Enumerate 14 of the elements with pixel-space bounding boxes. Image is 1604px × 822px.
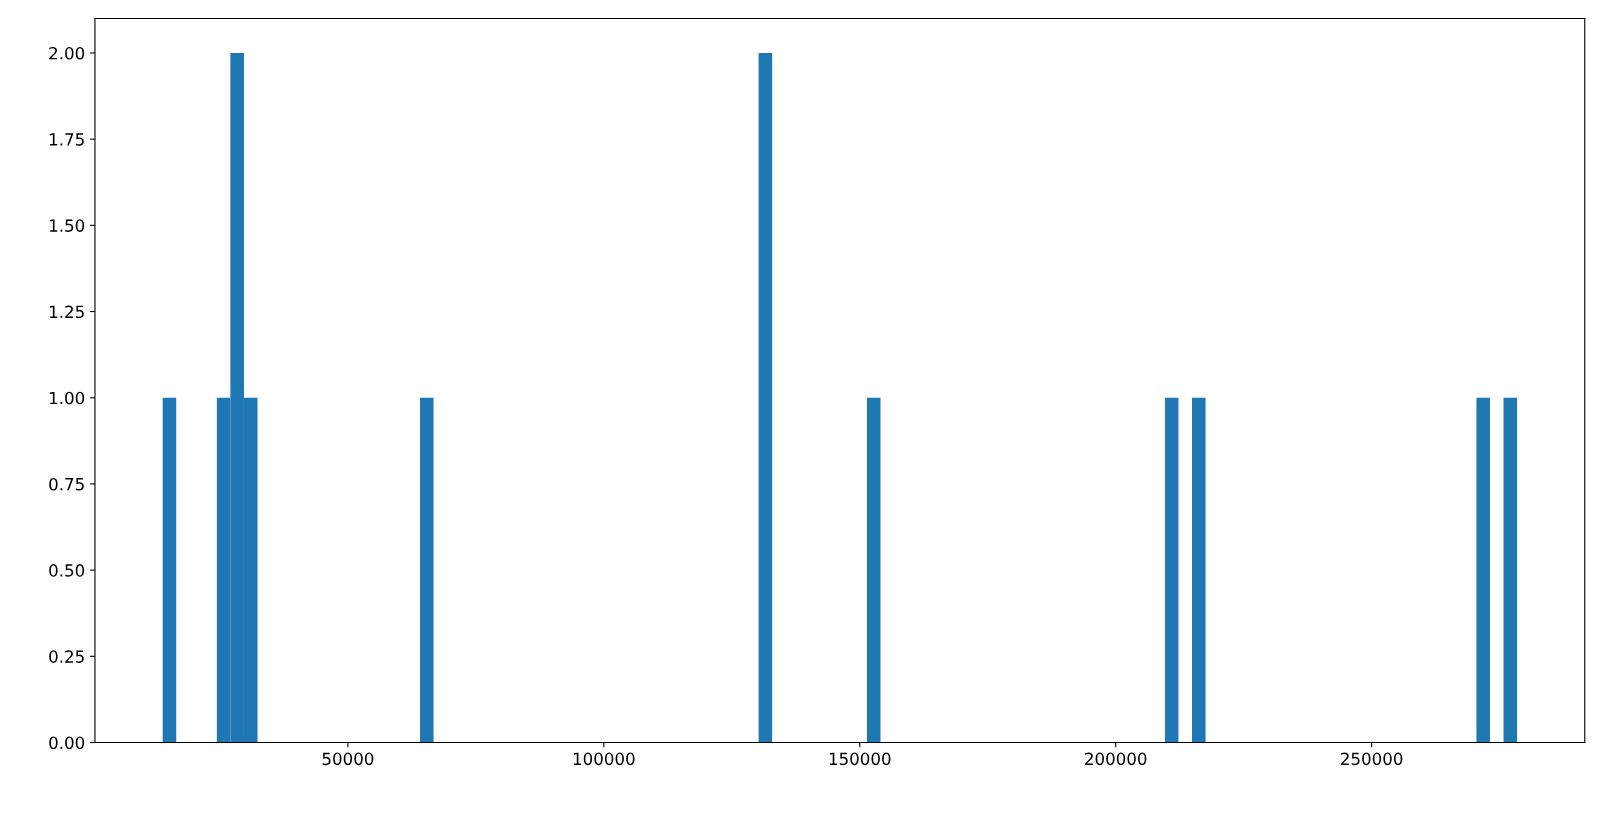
y-tick-label: 2.00 bbox=[49, 46, 85, 60]
y-tick-label: 1.25 bbox=[49, 305, 84, 319]
x-tick-label: 100000 bbox=[573, 752, 635, 766]
y-tick-label: 0.50 bbox=[49, 564, 85, 577]
y-tick-label: 0.25 bbox=[49, 650, 84, 663]
y-tick-label: 0.00 bbox=[49, 736, 85, 750]
x-tick-label: 150000 bbox=[829, 752, 891, 766]
y-tick-label: 1.75 bbox=[49, 133, 84, 146]
y-tick-label: 0.75 bbox=[49, 477, 84, 491]
y-tick-label: 1.00 bbox=[49, 391, 85, 405]
x-tick-label: 250000 bbox=[1341, 752, 1403, 766]
x-tick-label: 200000 bbox=[1085, 752, 1147, 766]
y-tick-label: 1.50 bbox=[49, 219, 85, 232]
x-tick-label: 50000 bbox=[322, 752, 374, 766]
